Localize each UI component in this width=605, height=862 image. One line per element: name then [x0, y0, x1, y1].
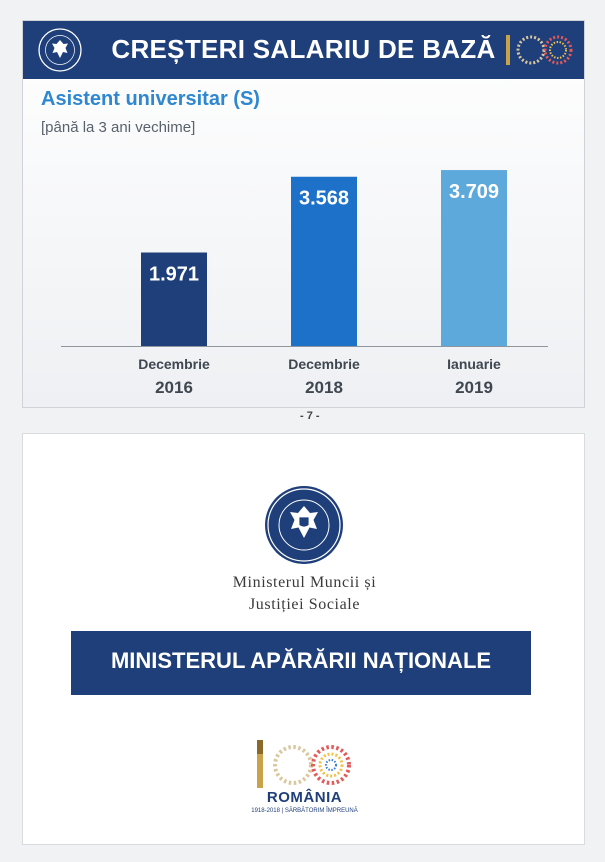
data-label: 3.568 [299, 188, 349, 210]
salary-slide: CREȘTERI SALARIU DE BAZĂ Asistent univer… [22, 20, 585, 408]
tick-label-year: 2016 [155, 378, 193, 397]
centenary-100-icon [506, 35, 573, 65]
data-label: 3.709 [449, 181, 499, 203]
ministry-name-line2: Justiției Sociale [248, 596, 361, 613]
chart-note: [până la 3 ani vechime] [41, 119, 196, 136]
ministry-name-line1: Ministerul Muncii și [232, 574, 377, 591]
ministry-slide: Ministerul Muncii și Justiției Sociale M… [22, 433, 585, 845]
centenary-tagline: 1918-2018 | SĂRBĂTORIM ÎMPREUNĂ [251, 808, 358, 814]
tick-label-month: Decembrie [138, 356, 210, 372]
salary-bar-chart: 1.971 Decembrie 2016 3.568 Decembrie 2018 3.70… [61, 170, 548, 397]
tick-label-month: Ianuarie [447, 356, 501, 372]
tick-label-month: Decembrie [288, 356, 360, 372]
page-number: - 7 - [300, 410, 320, 422]
bar-2019 [441, 170, 507, 346]
tick-label-year: 2019 [455, 378, 493, 397]
romania-wordmark: ROMÂNIA [266, 789, 343, 806]
chart-subtitle: Asistent universitar (S) [41, 88, 260, 110]
government-seal-icon [38, 28, 82, 72]
slide-title: CREȘTERI SALARIU DE BAZĂ [111, 34, 496, 64]
bar-2016 [141, 252, 207, 346]
tick-label-year: 2018 [305, 378, 343, 397]
data-label: 1.971 [149, 264, 199, 286]
government-seal-icon [265, 486, 343, 564]
ministry-banner-text: MINISTERUL APĂRĂRII NAȚIONALE [110, 648, 492, 673]
slide-header: CREȘTERI SALARIU DE BAZĂ [23, 21, 584, 79]
centenary-100-icon [257, 740, 351, 788]
bar-2018 [291, 176, 357, 346]
ministry-banner: MINISTERUL APĂRĂRII NAȚIONALE [71, 631, 531, 695]
